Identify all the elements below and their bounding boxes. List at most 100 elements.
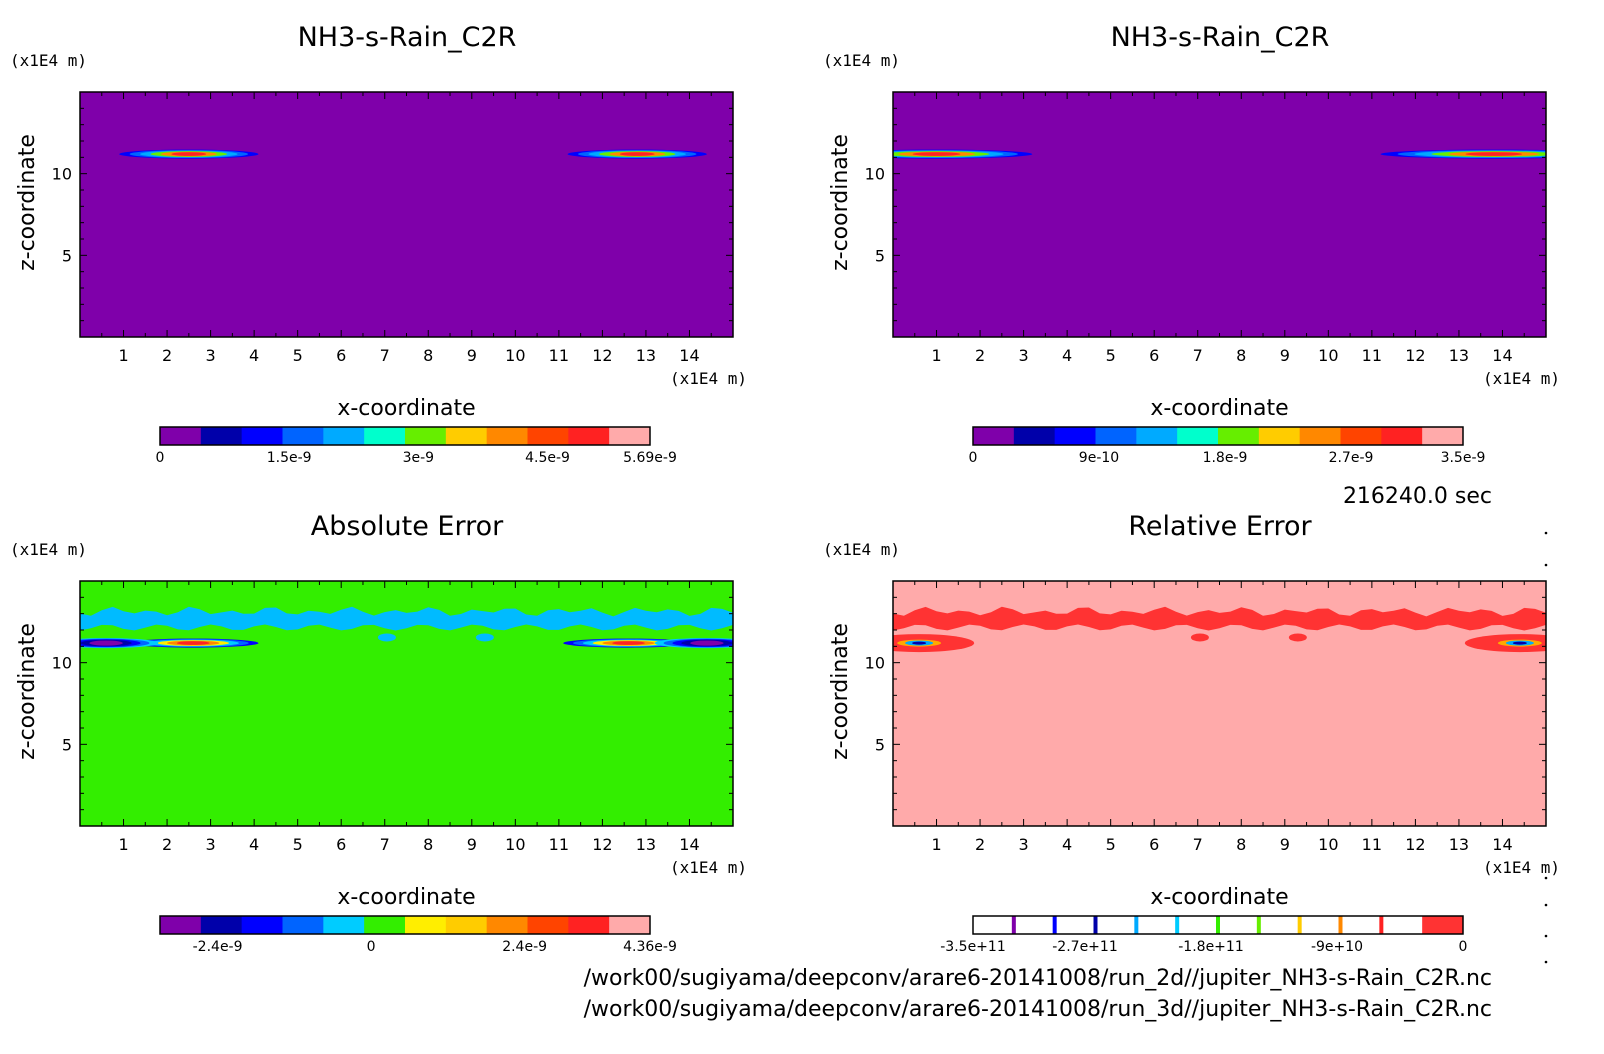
heatmap-field: [893, 581, 1546, 826]
colorbar-segment: [1095, 916, 1137, 934]
contour-blob: [619, 152, 655, 156]
colorbar-tick-label: 3.5e-9: [1441, 450, 1486, 466]
contour-negative: [690, 640, 724, 646]
x-tick-label: 7: [1193, 835, 1203, 854]
x-tick-label: 1: [118, 835, 128, 854]
y-axis-title: z-coordinate: [15, 134, 40, 271]
file-path-2: /work00/sugiyama/deepconv/arare6-2014100…: [583, 997, 1492, 1022]
colorbar-segment: [486, 427, 528, 445]
x-tick-label: 2: [975, 346, 985, 365]
colorbar-tick-label: -2.4e-9: [193, 939, 243, 955]
colorbar-frame: [972, 915, 1464, 935]
colorbar-segment: [282, 916, 324, 934]
colorbar-tick-label: 1.8e-9: [1203, 450, 1248, 466]
colorbar-line: [1338, 916, 1343, 934]
x-tick-label: 5: [293, 346, 303, 365]
colorbar-segment: [1258, 427, 1301, 445]
colorbar-tick-label: 0: [156, 450, 165, 466]
x-unit-label: (x1E4 m): [670, 858, 747, 877]
colorbar-segment: [1218, 427, 1260, 445]
x-tick-label: 1: [118, 346, 128, 365]
contour-spot: [1190, 633, 1209, 642]
edge-dot: [1544, 876, 1548, 880]
colorbar-frame: [972, 426, 1464, 446]
x-tick-label: 10: [1318, 835, 1338, 854]
x-tick-label: 5: [293, 835, 303, 854]
colorbar-segment: [609, 916, 651, 934]
colorbar-segment: [1218, 916, 1260, 934]
x-tick-label: 12: [1405, 346, 1425, 365]
colorbar-segment: [486, 916, 528, 934]
y-tick-label: 10: [52, 165, 72, 184]
x-tick-label: 1: [931, 835, 941, 854]
x-unit-label: (x1E4 m): [1483, 858, 1560, 877]
colorbar-tick-label: 5.69e-9: [623, 450, 677, 466]
colorbar-frame: [159, 915, 651, 935]
x-tick-label: 9: [467, 346, 477, 365]
x-tick-label: 2: [162, 346, 172, 365]
x-tick-label: 10: [505, 835, 525, 854]
colorbar-tick-label: 2.4e-9: [502, 939, 547, 955]
colorbar-line: [1011, 916, 1016, 934]
colorbar-segment: [1381, 916, 1423, 934]
x-tick-label: 13: [1449, 346, 1469, 365]
contour-blob: [171, 152, 207, 156]
colorbar-segment: [1422, 427, 1464, 445]
colorbar-segment: [1422, 916, 1464, 934]
x-tick-label: 13: [636, 346, 656, 365]
field-background: [80, 92, 733, 337]
colorbar-segment: [1136, 427, 1178, 445]
y-axis-title: z-coordinate: [828, 134, 853, 271]
colorbar-segment: [200, 916, 243, 934]
colorbar-tick-label: 1.5e-9: [267, 450, 312, 466]
x-tick-label: 8: [423, 346, 433, 365]
x-tick-label: 12: [1405, 835, 1425, 854]
y-unit-label: (x1E4 m): [10, 540, 87, 559]
x-tick-label: 11: [549, 346, 569, 365]
x-tick-label: 9: [1280, 835, 1290, 854]
x-tick-label: 5: [1106, 835, 1116, 854]
x-axis-title: x-coordinate: [1150, 885, 1288, 910]
colorbar-segment: [1340, 916, 1382, 934]
colorbar-segment: [241, 427, 283, 445]
y-tick-label: 5: [62, 735, 72, 754]
x-tick-label: 14: [1492, 346, 1512, 365]
colorbar-tick-label: -9e+10: [1311, 939, 1363, 955]
x-tick-label: 8: [423, 835, 433, 854]
colorbar-segment: [1299, 916, 1341, 934]
contour-spot: [475, 633, 494, 642]
colorbar-line: [1175, 916, 1180, 934]
y-unit-label: (x1E4 m): [10, 51, 87, 70]
colorbar-segment: [405, 427, 447, 445]
colorbar: -3.5e+11 -2.7e+11 -1.8e+11 -9e+10 0: [940, 915, 1467, 955]
x-tick-label: 5: [1106, 346, 1116, 365]
file-path-1: /work00/sugiyama/deepconv/arare6-2014100…: [583, 966, 1492, 991]
colorbar-tick-label: 3e-9: [403, 450, 434, 466]
colorbar-segment: [1177, 916, 1219, 934]
x-unit-label: (x1E4 m): [670, 369, 747, 388]
contour-rel: [1512, 641, 1527, 645]
x-tick-label: 13: [636, 835, 656, 854]
colorbar-line: [1052, 916, 1057, 934]
colorbar-segment: [241, 916, 283, 934]
colorbar-segment: [323, 916, 365, 934]
colorbar-frame: [159, 426, 651, 446]
colorbar-segment: [568, 427, 610, 445]
y-unit-label: (x1E4 m): [823, 540, 900, 559]
x-tick-label: 1: [931, 346, 941, 365]
heatmap-field: [80, 581, 733, 826]
y-tick-label: 10: [865, 654, 885, 673]
field-background: [893, 92, 1546, 337]
colorbar-segment: [1013, 427, 1056, 445]
contour-spot: [377, 633, 396, 642]
x-tick-label: 14: [1492, 835, 1512, 854]
colorbar-segment: [609, 427, 651, 445]
chart-panel-3: Absolute Error(x1E4 m)1 2 3 4 5 6 7 8 9 10 11 12 13 1…: [10, 511, 747, 955]
y-unit-label: (x1E4 m): [823, 51, 900, 70]
x-tick-label: 12: [592, 835, 612, 854]
colorbar-segment: [527, 916, 569, 934]
y-tick-label: 10: [52, 654, 72, 673]
x-tick-label: 3: [206, 346, 216, 365]
x-axis-title: x-coordinate: [337, 396, 475, 421]
